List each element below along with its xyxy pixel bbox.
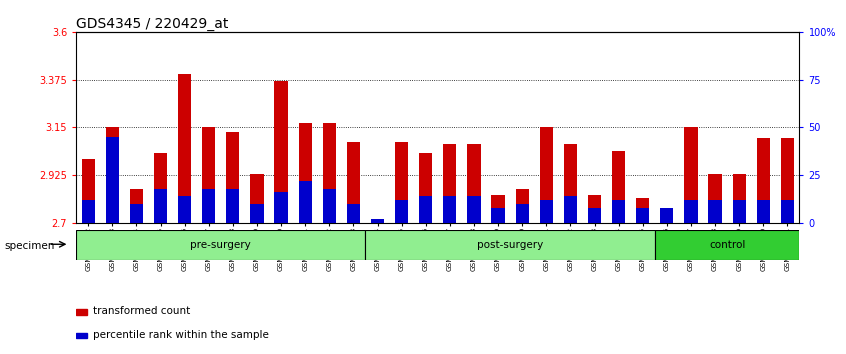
- Text: control: control: [709, 240, 745, 250]
- Bar: [708, 174, 722, 223]
- Bar: [178, 196, 191, 223]
- Text: transformed count: transformed count: [93, 306, 190, 316]
- Bar: [419, 196, 432, 223]
- Bar: [636, 198, 650, 223]
- Bar: [274, 81, 288, 223]
- Bar: [226, 189, 239, 223]
- Bar: [515, 189, 529, 223]
- Bar: [756, 200, 770, 223]
- Bar: [365, 230, 655, 260]
- Bar: [106, 127, 119, 223]
- Bar: [154, 189, 168, 223]
- Bar: [443, 196, 457, 223]
- Bar: [756, 138, 770, 223]
- Bar: [76, 333, 86, 338]
- Bar: [563, 144, 577, 223]
- Bar: [655, 230, 799, 260]
- Bar: [299, 123, 312, 223]
- Bar: [106, 137, 119, 223]
- Bar: [492, 208, 505, 223]
- Bar: [250, 174, 264, 223]
- Bar: [371, 219, 384, 223]
- Bar: [733, 200, 746, 223]
- Bar: [202, 189, 216, 223]
- Bar: [154, 153, 168, 223]
- Bar: [515, 204, 529, 223]
- Bar: [443, 144, 457, 223]
- Bar: [129, 189, 143, 223]
- Text: specimen: specimen: [4, 241, 55, 251]
- Bar: [781, 200, 794, 223]
- Text: percentile rank within the sample: percentile rank within the sample: [93, 330, 269, 340]
- Bar: [660, 217, 673, 223]
- Bar: [492, 195, 505, 223]
- Bar: [588, 208, 602, 223]
- Bar: [781, 138, 794, 223]
- Bar: [371, 219, 384, 223]
- Bar: [178, 74, 191, 223]
- Bar: [347, 204, 360, 223]
- Bar: [540, 200, 553, 223]
- Text: GDS4345 / 220429_at: GDS4345 / 220429_at: [76, 17, 228, 31]
- Bar: [540, 127, 553, 223]
- Bar: [322, 123, 336, 223]
- Bar: [322, 189, 336, 223]
- Bar: [588, 195, 602, 223]
- Bar: [250, 204, 264, 223]
- Bar: [708, 200, 722, 223]
- Bar: [395, 142, 409, 223]
- Bar: [347, 142, 360, 223]
- Bar: [129, 204, 143, 223]
- Bar: [395, 200, 409, 223]
- Bar: [419, 153, 432, 223]
- Bar: [684, 200, 698, 223]
- Bar: [76, 230, 365, 260]
- Bar: [76, 309, 86, 315]
- Bar: [299, 181, 312, 223]
- Bar: [81, 159, 95, 223]
- Bar: [467, 144, 481, 223]
- Bar: [226, 132, 239, 223]
- Bar: [274, 193, 288, 223]
- Bar: [612, 151, 625, 223]
- Bar: [563, 196, 577, 223]
- Bar: [612, 200, 625, 223]
- Bar: [467, 196, 481, 223]
- Bar: [684, 127, 698, 223]
- Bar: [660, 208, 673, 223]
- Text: post-surgery: post-surgery: [477, 240, 543, 250]
- Bar: [636, 208, 650, 223]
- Text: pre-surgery: pre-surgery: [190, 240, 251, 250]
- Bar: [733, 174, 746, 223]
- Bar: [81, 200, 95, 223]
- Bar: [202, 127, 216, 223]
